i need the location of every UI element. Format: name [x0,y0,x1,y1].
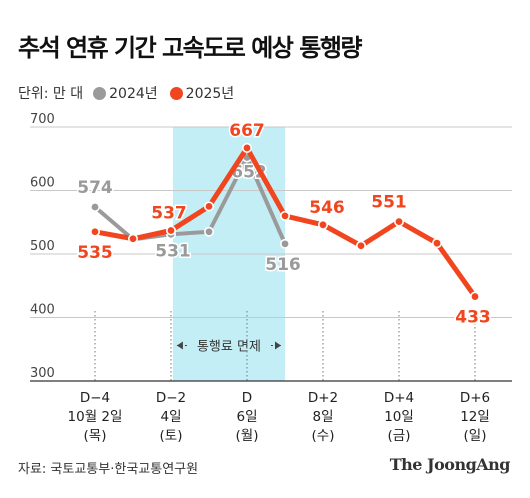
data-label-s2025: 551 [371,193,407,213]
data-point-s2025 [90,226,101,237]
x-tick-label: D [242,390,252,406]
data-label-s2025: 537 [151,204,187,224]
legend-item-2024: 2024년 [93,83,158,103]
y-tick-label: 300 [30,366,55,381]
x-tick-label: 6일 [236,409,257,425]
data-point-s2024 [279,238,290,249]
legend: 단위: 만 대 2024년 2025년 [18,83,242,103]
series-line-s2024 [93,155,287,246]
x-tick-label: (월) [236,428,259,444]
x-tick-label: (일) [464,428,487,444]
publisher-logo: The JoongAng [389,455,511,474]
source-note: 자료: 국토교통부·한국교통연구원 [18,462,199,477]
y-tick-label: 600 [30,176,55,191]
data-point-s2024 [90,202,101,213]
band-arrowhead-left [176,341,183,350]
data-point-s2025 [355,240,366,251]
x-tick-label: (토) [160,428,183,444]
y-tick-label: 400 [30,303,55,318]
data-label-s2024: 531 [155,241,191,261]
data-label-s2025: 433 [455,308,491,328]
data-label-s2024: 574 [77,178,113,198]
x-tick-label: 8일 [312,409,333,425]
x-tick-label: D+2 [308,390,338,406]
legend-item-2025: 2025년 [169,83,235,103]
x-tick-label: D+4 [384,390,414,406]
data-point-s2025 [469,291,480,302]
x-tick-label: 10일 [384,409,414,425]
data-point-s2025 [279,210,290,221]
toll-free-label: 통행료 면제 [197,338,261,354]
legend-swatch-2025 [169,86,183,100]
x-tick-label: D−4 [80,390,110,406]
data-point-s2025 [166,225,177,236]
data-point-s2025 [128,233,139,244]
data-label-s2025: 546 [309,198,345,218]
x-tick-label: (목) [84,428,107,444]
legend-swatch-2024 [93,86,107,100]
legend-label-2024: 2024년 [109,86,158,102]
y-tick-label: 700 [30,112,55,127]
x-tick-label: 10월 2일 [68,409,123,425]
data-label-s2024: 516 [265,255,301,275]
data-point-s2025 [242,142,253,153]
x-tick-label: (수) [312,428,335,444]
data-point-s2025 [431,238,442,249]
legend-label-2025: 2025년 [185,86,235,102]
y-tick-label: 500 [30,239,55,254]
data-point-s2025 [204,201,215,212]
data-point-s2024 [204,226,215,237]
x-tick-label: (금) [388,428,411,444]
x-tick-label: 12일 [460,409,490,425]
data-label-s2025: 535 [77,243,113,263]
data-label-s2025: 667 [229,121,265,141]
data-point-s2025 [317,219,328,230]
data-point-s2025 [393,216,404,227]
chart-title: 추석 연휴 기간 고속도로 예상 통행량 [18,34,362,62]
unit-label: 단위: 만 대 [18,86,84,102]
x-tick-label: D−2 [156,390,186,406]
x-tick-label: 4일 [160,409,181,425]
band-arrowhead-right [275,341,281,350]
x-tick-label: D+6 [460,390,490,406]
